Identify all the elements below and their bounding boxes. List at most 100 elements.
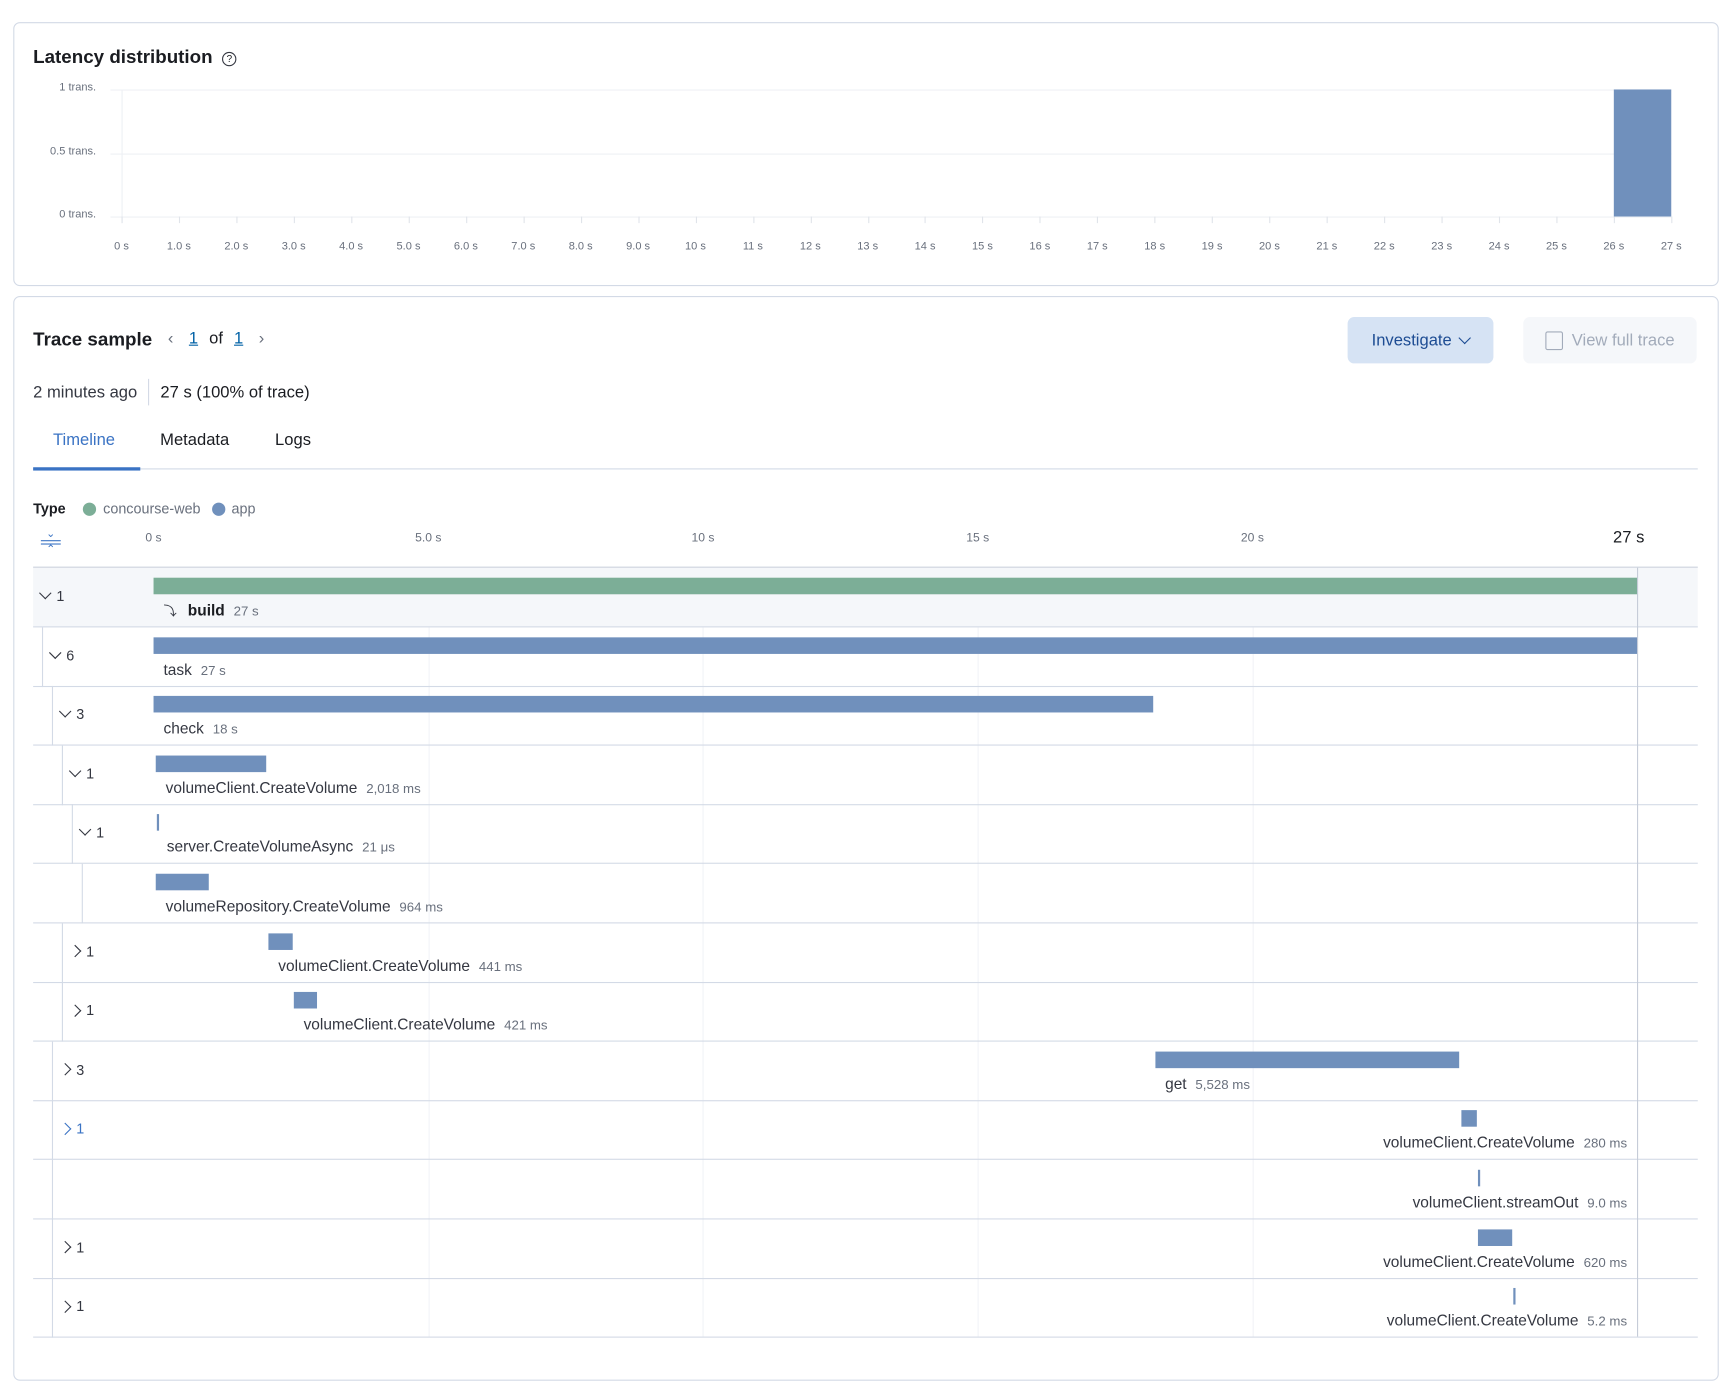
tree-guide [51,1219,54,1279]
span-row[interactable]: 1 volumeClient.CreateVolume 2,018 ms [33,745,1698,806]
span-bar [156,814,160,832]
span-duration: 27 s [200,662,226,678]
span-duration: 18 s [212,721,238,737]
tree-guide [51,686,54,746]
span-row[interactable]: 1 volumeClient.CreateVolume 620 ms [33,1219,1698,1279]
tab-metadata[interactable]: Metadata [160,430,230,450]
span-label: server.CreateVolumeAsync 21 μs [167,838,395,856]
x-tick [465,216,467,224]
tree-guide [51,1159,54,1220]
chevron-right-icon[interactable]: › [258,329,265,348]
span-row[interactable]: 1 volumeClient.CreateVolume 280 ms [33,1100,1698,1161]
span-toggle[interactable]: 1 [68,764,94,782]
x-tick [580,216,582,224]
span-toggle[interactable]: 1 [39,586,64,604]
span-bar [153,636,1638,654]
x-tick [982,216,984,224]
y-axis [121,89,123,224]
span-row[interactable]: 3 get 5,528 ms [33,1041,1698,1102]
span-toggle[interactable]: 3 [58,1061,85,1078]
child-count: 1 [76,1238,85,1256]
span-row[interactable]: 1 volumeClient.CreateVolume 5.2 ms [33,1278,1698,1338]
span-bar [153,696,1154,713]
x-tick-label: 11 s [742,240,763,253]
span-toggle[interactable]: 3 [58,705,84,723]
x-tick [1441,216,1443,224]
span-row[interactable]: 1 ⤵ build 27 s [33,567,1698,628]
x-tick-label: 10 s [685,240,706,253]
trace-sample-panel [13,296,1719,1381]
tree-guide [51,1100,54,1161]
x-tick-label: 4.0 s [339,240,364,253]
axis-end-label: 27 s [1613,527,1645,547]
span-toggle[interactable]: 1 [58,1298,84,1315]
span-toggle[interactable]: 1 [68,943,94,959]
investigate-button[interactable]: Investigate [1347,317,1494,364]
axis-tick-label: 20 s [1240,531,1264,545]
view-full-trace-button[interactable]: View full trace [1523,317,1697,364]
span-toggle[interactable]: 6 [48,646,74,663]
span-label: volumeRepository.CreateVolume 964 ms [166,897,443,915]
span-toggle[interactable]: 1 [68,1002,94,1019]
x-tick [1613,216,1615,224]
span-row[interactable]: 1 server.CreateVolumeAsync 21 μs [33,804,1698,865]
span-label: ⤵ build 27 s [163,601,258,620]
x-tick-label: 16 s [1029,240,1051,253]
pager-current[interactable]: 1 [188,329,199,348]
span-label: volumeClient.CreateVolume 280 ms [1383,1134,1627,1152]
x-tick-label: 1.0 s [166,240,191,253]
axis-tick-label: 0 s [145,531,162,545]
span-bar [293,992,317,1009]
span-row[interactable]: volumeClient.streamOut 9.0 ms [33,1159,1698,1220]
span-toggle[interactable]: 1 [58,1120,84,1137]
span-row[interactable]: volumeRepository.CreateVolume 964 ms [33,863,1698,924]
collapse-all-icon[interactable]: ⌄ ⌃ [40,529,61,555]
span-label: check 18 s [163,719,237,737]
x-tick [810,216,812,224]
chevron-down-icon [58,705,72,718]
span-bar [1155,1051,1459,1068]
x-tick-label: 27 s [1660,240,1682,253]
x-tick-label: 9.0 s [626,240,651,253]
tab-timeline[interactable]: Timeline [53,430,116,450]
span-duration: 964 ms [399,899,443,915]
span-duration: 421 ms [504,1017,548,1034]
question-circle-icon[interactable]: ? [222,51,237,67]
span-label: volumeClient.CreateVolume 421 ms [304,1015,548,1033]
y-tick-label: 0.5 trans. [50,145,97,158]
span-row[interactable]: 6 task 27 s [33,626,1698,687]
tab-logs[interactable]: Logs [275,430,311,450]
span-name: volumeClient.CreateVolume [165,778,358,797]
trace-duration: 27 s (100% of trace) [160,382,310,402]
x-tick-label: 19 s [1201,240,1223,253]
tab-active-underline [33,467,141,471]
trace-end-line [1637,567,1639,1337]
span-name: volumeClient.CreateVolume [1386,1311,1579,1330]
pager: ‹ 1 of 1 › [168,329,264,348]
latency-distribution-panel [13,22,1719,287]
x-tick-label: 0 s [114,240,129,253]
child-count: 1 [96,824,105,842]
x-tick [925,216,927,224]
span-row[interactable]: 3 check 18 s [33,686,1698,746]
span-row[interactable]: 1 volumeClient.CreateVolume 441 ms [33,922,1698,983]
y-gridline [110,216,1672,218]
x-tick-label: 14 s [914,240,936,253]
span-label: task 27 s [163,660,225,678]
tree-guide [41,626,44,687]
x-tick-label: 7.0 s [511,240,536,253]
x-tick-label: 25 s [1546,240,1567,253]
span-duration: 21 μs [362,839,395,856]
span-row[interactable]: 1 volumeClient.CreateVolume 421 ms [33,982,1698,1042]
span-bar [268,932,293,950]
span-toggle[interactable]: 1 [58,1238,85,1256]
chevron-left-icon[interactable]: ‹ [167,329,174,348]
pager-total[interactable]: 1 [234,329,244,348]
span-duration: 27 s [233,603,259,619]
x-tick [1499,216,1501,224]
child-count: 3 [76,1061,85,1078]
trace-meta: 2 minutes ago 27 s (100% of trace) [33,378,310,406]
span-bar [1477,1228,1512,1246]
span-toggle[interactable]: 1 [78,823,105,842]
tree-guide [61,922,63,983]
